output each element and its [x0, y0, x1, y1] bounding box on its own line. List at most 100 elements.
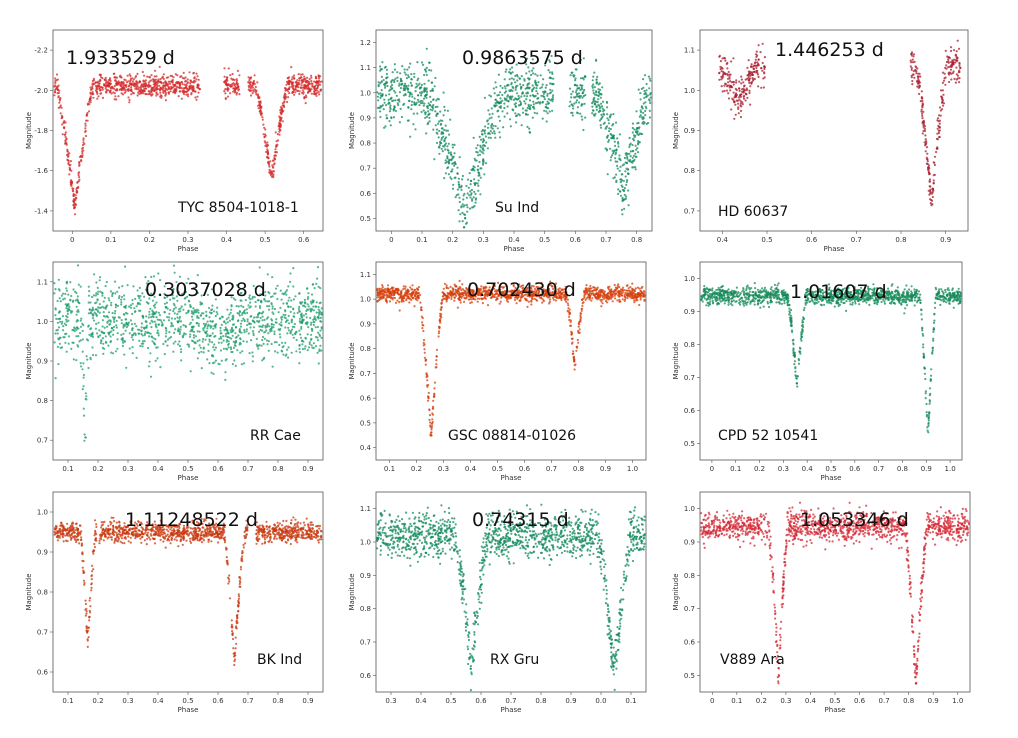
data-point [257, 313, 260, 316]
data-point [63, 322, 66, 325]
y-tick-label: 0.8 [684, 167, 695, 175]
x-tick-label: 0.3 [438, 465, 449, 473]
data-point [935, 150, 938, 154]
data-point [299, 333, 302, 336]
data-point [911, 61, 915, 64]
data-point [428, 61, 431, 64]
data-point [146, 85, 149, 88]
data-point [460, 205, 463, 208]
data-point [96, 286, 99, 289]
data-point [498, 131, 501, 134]
data-point [446, 109, 449, 112]
data-point [260, 111, 263, 114]
data-point [499, 136, 502, 139]
data-point [205, 330, 208, 333]
x-tick-label: 0.4 [221, 236, 233, 244]
data-point [238, 328, 241, 331]
data-point [172, 83, 175, 86]
data-point [319, 88, 322, 91]
data-point [194, 311, 197, 314]
data-point [427, 110, 430, 113]
data-point [944, 83, 947, 86]
data-point [53, 94, 56, 97]
data-point [928, 180, 931, 183]
data-point [61, 123, 64, 126]
data-point [630, 160, 633, 163]
data-point [440, 306, 443, 309]
data-point [721, 57, 724, 60]
data-point [104, 335, 107, 338]
data-point [147, 83, 150, 86]
data-point [296, 89, 299, 92]
data-point [407, 90, 410, 94]
data-point [287, 329, 290, 332]
data-point [257, 347, 260, 350]
x-tick-label: 0.8 [272, 465, 283, 473]
data-point [111, 311, 114, 315]
data-point [521, 92, 524, 95]
data-point [608, 130, 611, 133]
data-point [757, 85, 760, 88]
period-label: 1.446253 d [775, 39, 884, 61]
data-point [643, 89, 646, 93]
data-point [463, 192, 466, 195]
data-point [128, 305, 131, 308]
data-point [534, 73, 537, 76]
data-point [285, 83, 288, 86]
data-point [56, 78, 59, 81]
data-point [184, 79, 188, 83]
data-point [427, 391, 430, 394]
data-point [278, 323, 281, 326]
data-point [927, 166, 930, 169]
data-point [544, 91, 547, 94]
y-tick-label: -1.8 [34, 127, 48, 135]
data-point [185, 93, 188, 96]
data-point [385, 68, 389, 71]
data-point [315, 84, 318, 87]
data-point [550, 82, 554, 85]
y-tick-label: 1.2 [360, 39, 371, 47]
data-point [61, 315, 64, 318]
data-point [497, 115, 500, 118]
data-point [156, 357, 159, 360]
data-point [127, 85, 130, 88]
data-point [137, 88, 140, 91]
data-point [538, 102, 542, 105]
data-point [398, 91, 401, 94]
data-point [86, 339, 90, 342]
data-point [932, 179, 935, 182]
data-point [156, 331, 159, 334]
data-point [450, 177, 453, 181]
data-point [78, 176, 81, 179]
data-point [98, 79, 101, 82]
data-point [595, 78, 598, 81]
data-point [189, 79, 192, 82]
data-point [279, 119, 282, 122]
data-point [227, 332, 230, 335]
data-point [302, 91, 305, 94]
data-point [750, 71, 753, 74]
data-point [384, 86, 387, 89]
data-point [178, 317, 181, 320]
data-point [493, 92, 496, 95]
data-point [62, 126, 65, 129]
data-point [207, 349, 210, 352]
data-point [94, 354, 98, 357]
y-tick-label: 0.5 [360, 215, 371, 223]
x-axis-label: Phase [178, 245, 199, 253]
data-point [153, 83, 157, 86]
data-point [197, 91, 200, 94]
data-point [947, 61, 950, 64]
data-point [520, 95, 523, 98]
y-tick-label: 0.6 [360, 190, 372, 198]
data-point [74, 299, 77, 302]
y-tick-label: 1.1 [37, 278, 48, 286]
data-point [479, 193, 482, 196]
data-point [954, 81, 958, 84]
data-point [532, 103, 535, 106]
data-point [226, 308, 229, 311]
data-point [120, 298, 123, 301]
data-point [377, 85, 380, 88]
data-point [401, 65, 404, 68]
data-point [160, 82, 163, 85]
